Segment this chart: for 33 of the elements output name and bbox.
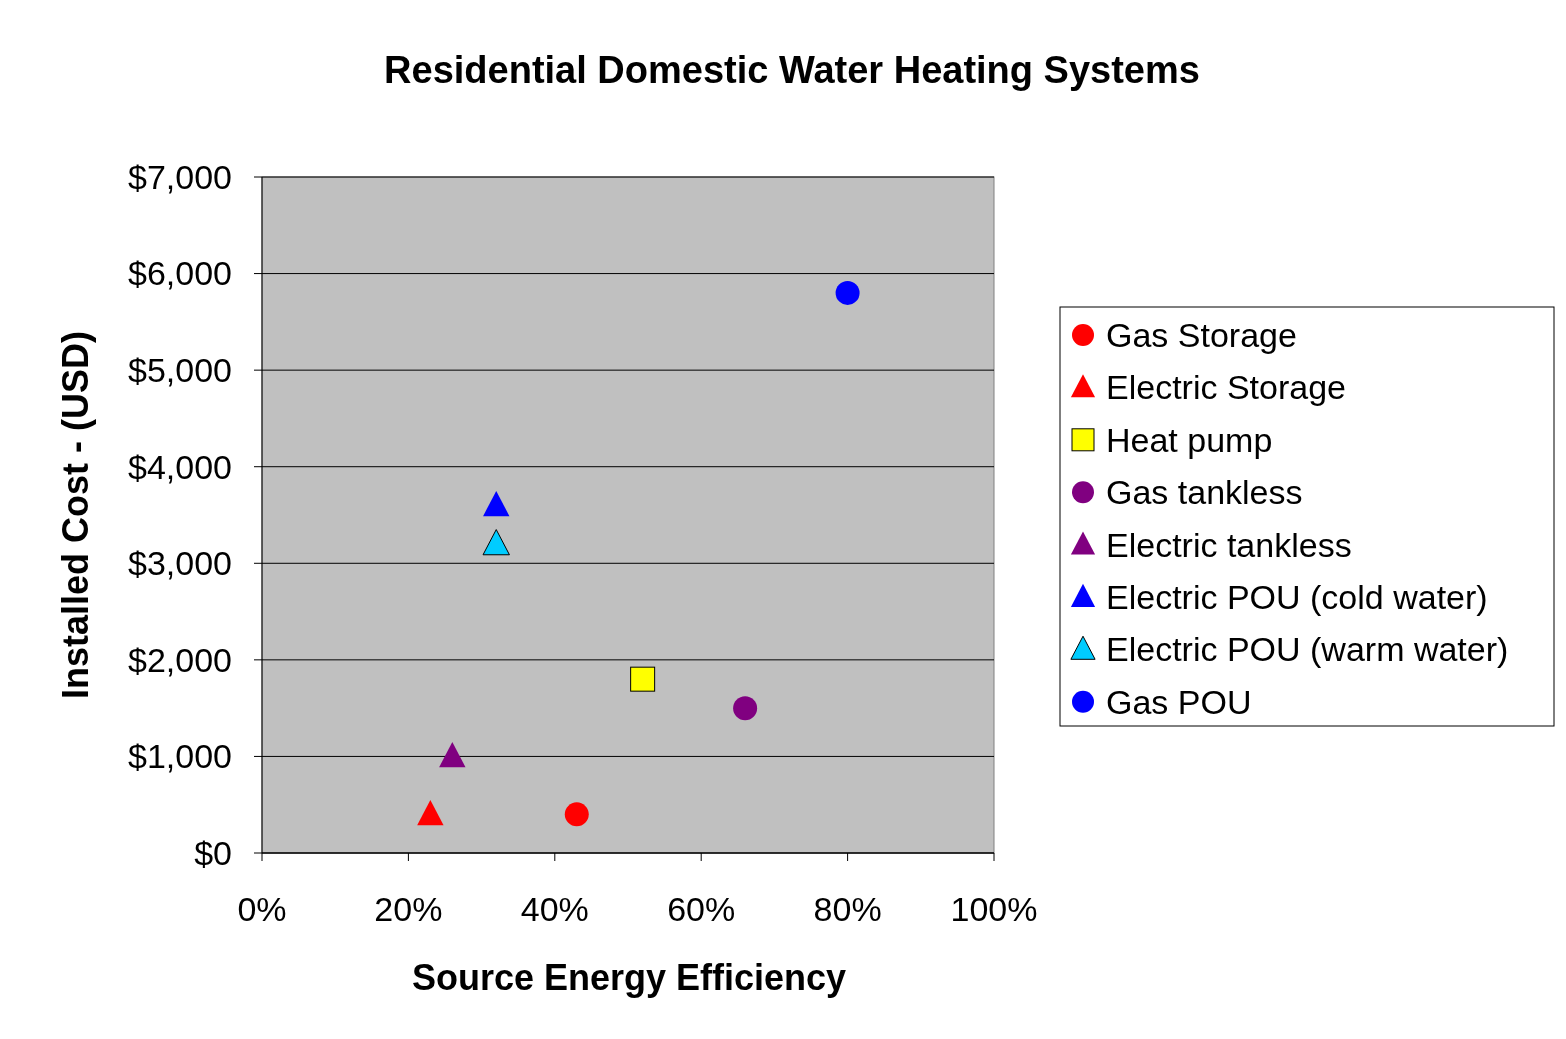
y-tick-label: $6,000 [128, 254, 232, 293]
point [630, 666, 656, 692]
legend-label: Gas Storage [1106, 315, 1297, 354]
legend-label: Heat pump [1106, 420, 1273, 459]
y-tick-label: $5,000 [128, 351, 232, 390]
x-tick-label: 40% [520, 890, 589, 928]
chart-title: Residential Domestic Water Heating Systems [384, 49, 1200, 91]
point [483, 490, 510, 517]
y-tick-label: $4,000 [128, 447, 232, 486]
x-tick-label: 80% [813, 890, 882, 928]
x-tick-label: 100% [950, 890, 1038, 928]
y-tick-label: $1,000 [128, 737, 232, 776]
x-tick-label: 0% [237, 890, 287, 928]
legend-label: Electric tankless [1106, 525, 1352, 564]
x-tick-label: 20% [374, 890, 443, 928]
y-tick-label: $2,000 [128, 640, 232, 679]
legend-label: Electric POU (warm water) [1106, 630, 1509, 669]
legend-label: Gas tankless [1106, 473, 1303, 512]
x-axis-title: Source Energy Efficiency [411, 957, 847, 998]
point [482, 529, 510, 556]
point [417, 799, 444, 826]
y-tick-label: $0 [194, 833, 232, 872]
legend-label: Electric POU (cold water) [1106, 577, 1488, 616]
point [835, 280, 860, 305]
legend-label: Gas POU [1106, 682, 1252, 721]
y-axis-title: Installed Cost - (USD) [55, 330, 96, 700]
point [439, 742, 466, 768]
legend-label: Electric Storage [1106, 368, 1346, 407]
point [564, 802, 589, 827]
point [733, 696, 758, 721]
x-tick-label: 60% [667, 890, 736, 928]
y-tick-label: $3,000 [128, 544, 232, 583]
y-tick-label: $7,000 [128, 157, 232, 196]
